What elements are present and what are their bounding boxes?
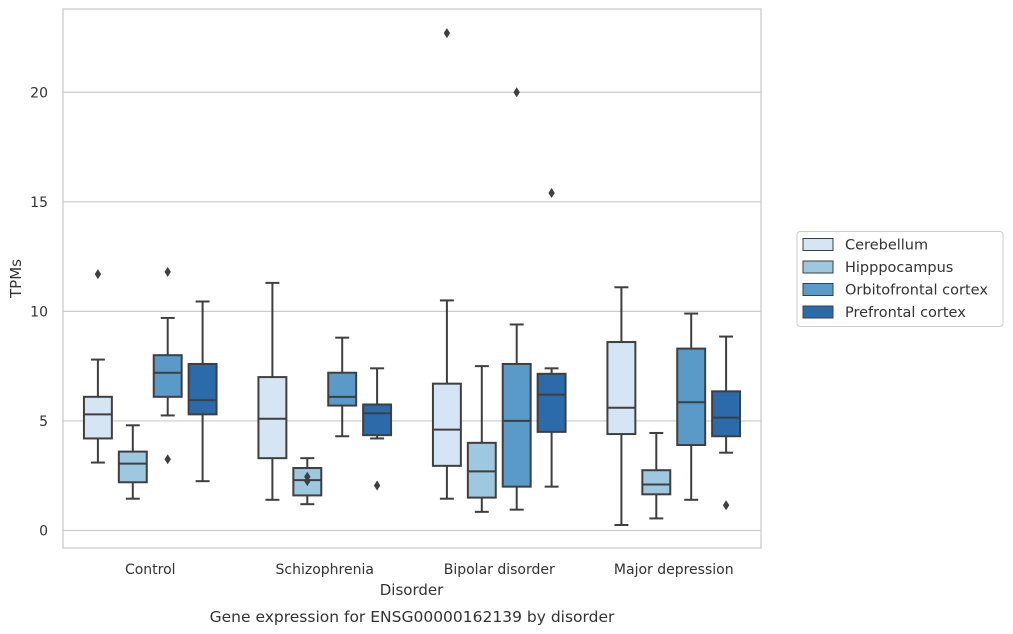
outlier-point xyxy=(164,454,171,465)
iqr-box xyxy=(676,347,707,447)
box xyxy=(466,365,497,513)
legend-entry-label: Hipppocampus xyxy=(845,260,953,276)
legend-entry-label: Orbitofrontal cortex xyxy=(845,283,988,299)
iqr-box xyxy=(257,376,288,460)
legend-entry-label: Prefrontal cortex xyxy=(845,305,966,321)
iqr-box xyxy=(431,382,462,467)
outlier-point xyxy=(164,266,171,277)
box xyxy=(536,188,567,488)
legend-swatch xyxy=(802,260,834,274)
box xyxy=(257,281,288,501)
legend-entry-label: Cerebellum xyxy=(845,238,928,254)
iqr-box xyxy=(117,450,148,484)
iqr-box xyxy=(641,469,672,496)
box xyxy=(82,269,113,464)
box xyxy=(431,28,462,500)
series-1-boxes xyxy=(82,28,637,526)
y-tick-label: 10 xyxy=(30,304,48,320)
y-tick-label: 20 xyxy=(30,85,48,101)
y-axis: 0 5 10 15 20 xyxy=(30,85,48,539)
outlier-point xyxy=(548,188,555,199)
legend-swatch xyxy=(802,238,834,251)
plot-frame xyxy=(62,8,762,549)
box xyxy=(711,335,742,511)
box xyxy=(362,367,393,491)
series-2-boxes xyxy=(117,365,672,520)
iqr-box xyxy=(82,395,113,440)
x-axis: Control Schizophrenia Bipolar disorder Majo… xyxy=(125,562,734,578)
outlier-point xyxy=(94,269,102,280)
iqr-box xyxy=(362,403,393,437)
y-axis-label: TPMs xyxy=(7,259,25,299)
legend-swatch xyxy=(802,305,834,319)
x-tick-label: Major depression xyxy=(614,562,734,578)
series-4-boxes xyxy=(187,188,742,511)
iqr-box xyxy=(501,362,532,488)
x-tick-label: Control xyxy=(125,562,176,578)
box xyxy=(641,431,672,520)
box xyxy=(606,286,637,526)
gridlines xyxy=(63,91,761,532)
iqr-box xyxy=(536,372,567,433)
box xyxy=(501,87,532,511)
outlier-point xyxy=(722,500,730,511)
iqr-box xyxy=(327,371,358,407)
y-tick-label: 0 xyxy=(39,523,48,539)
y-tick-label: 5 xyxy=(39,414,48,430)
iqr-box xyxy=(606,341,637,436)
box xyxy=(327,336,358,438)
iqr-box xyxy=(466,441,497,499)
legend-swatch xyxy=(802,283,834,296)
iqr-box xyxy=(152,354,183,398)
legend-frame xyxy=(796,231,1004,327)
y-tick-label: 15 xyxy=(30,195,48,211)
outlier-point xyxy=(513,87,520,98)
box xyxy=(187,300,218,483)
outlier-point xyxy=(304,471,311,482)
series-3-boxes xyxy=(152,87,707,511)
outlier-point xyxy=(373,480,381,491)
box xyxy=(117,424,148,500)
iqr-box xyxy=(711,390,742,438)
plot-area xyxy=(82,28,742,526)
iqr-box xyxy=(187,362,218,416)
legend: Cerebellum Hipppocampus Orbitofrontal cort… xyxy=(796,231,1004,327)
x-tick-label: Bipolar disorder xyxy=(444,562,555,578)
box xyxy=(676,312,707,501)
outlier-point xyxy=(443,28,451,39)
x-axis-label: Disorder xyxy=(380,581,444,599)
x-tick-label: Schizophrenia xyxy=(276,562,374,578)
chart-caption: Gene expression for ENSG00000162139 by d… xyxy=(210,608,615,626)
box xyxy=(152,266,183,465)
box xyxy=(292,457,323,506)
